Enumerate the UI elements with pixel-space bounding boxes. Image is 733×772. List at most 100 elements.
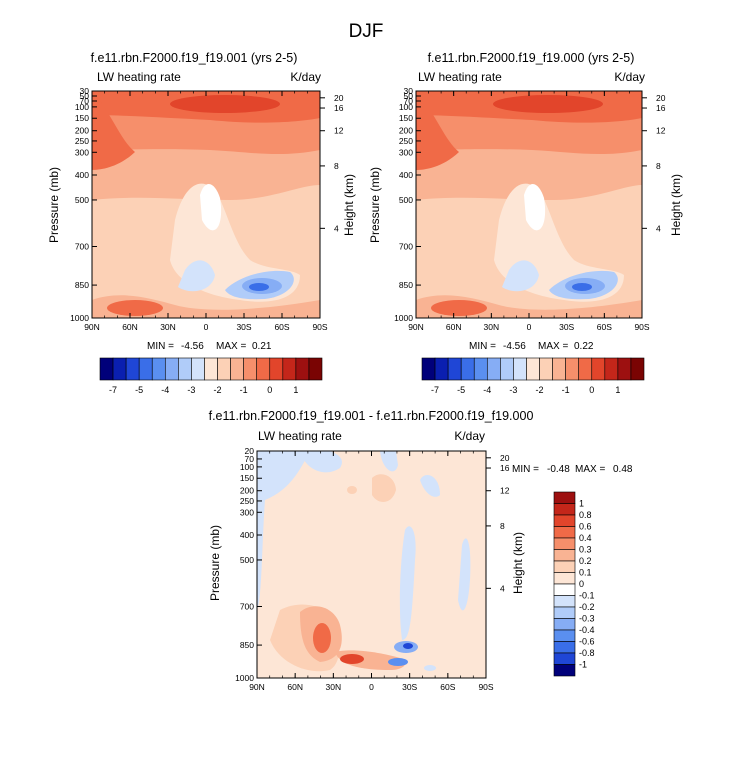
panel-3-field-neg-min xyxy=(403,643,413,649)
colorbar-swatch xyxy=(473,357,488,381)
colorbar-label: -1 xyxy=(562,385,570,395)
y-tick-label: 200 xyxy=(399,126,413,136)
y2-tick-label: 4 xyxy=(334,223,339,233)
y-tick-label: 400 xyxy=(399,170,413,180)
y-tick-label: 250 xyxy=(240,496,254,506)
colorbar-label: -7 xyxy=(431,385,439,395)
panel-3-axes: 90N 60N 30N 0 30S 60S 90S207010015020025030040… xyxy=(235,446,510,692)
colorbar-label: -4 xyxy=(483,385,491,395)
colorbar-swatch xyxy=(553,652,576,665)
figure-title: DJF xyxy=(349,21,384,42)
y-tick-label: 700 xyxy=(75,241,89,251)
y-tick-label: 1000 xyxy=(394,313,413,323)
x-tick-label: 0 xyxy=(527,322,532,332)
y2-tick-label: 20 xyxy=(334,93,344,103)
panel-2-field-sfc-max xyxy=(431,300,487,316)
y-tick-label: 300 xyxy=(75,147,89,157)
y-tick-label: 30 xyxy=(80,86,90,96)
x-tick-label: 90N xyxy=(249,682,265,692)
colorbar-label: -2 xyxy=(536,385,544,395)
colorbar-swatch xyxy=(138,357,153,381)
x-tick-label: 90S xyxy=(478,682,493,692)
colorbar-label: -5 xyxy=(135,385,143,395)
panel-3-max-value: 0.48 xyxy=(613,464,633,475)
colorbar-swatch xyxy=(204,357,218,381)
panel-3-field-pos-upper xyxy=(372,474,396,502)
panel-3-field-neg-b xyxy=(388,658,408,666)
y-tick-label: 300 xyxy=(399,147,413,157)
colorbar-label: -3 xyxy=(187,385,195,395)
panel-3-field-blue-vert xyxy=(399,526,416,640)
colorbar-label: 0.4 xyxy=(579,533,592,543)
colorbar-swatch xyxy=(553,549,576,562)
y-tick-label: 200 xyxy=(240,486,254,496)
y2-tick-label: 20 xyxy=(656,93,666,103)
colorbar-label: -7 xyxy=(109,385,117,395)
y-tick-label: 700 xyxy=(240,601,254,611)
panel-2-colorbar: -7 -5 -4 -3 -2 -1 0 1 xyxy=(421,357,645,395)
colorbar-label: -5 xyxy=(457,385,465,395)
colorbar-label: 1 xyxy=(615,385,620,395)
y-tick-label: 150 xyxy=(240,473,254,483)
panel-3-field-blue-vert2 xyxy=(458,538,471,611)
colorbar-label: 0 xyxy=(579,579,584,589)
x-tick-label: 60S xyxy=(597,322,612,332)
y2-tick-label: 8 xyxy=(500,521,505,531)
colorbar-swatch xyxy=(604,357,619,381)
colorbar-label: -4 xyxy=(161,385,169,395)
y-tick-label: 20 xyxy=(245,446,255,456)
y-tick-label: 30 xyxy=(404,86,414,96)
panel-3-field-blue-right xyxy=(420,475,440,497)
x-tick-label: 90S xyxy=(312,322,327,332)
y-tick-label: 200 xyxy=(75,126,89,136)
panel-3-field-pos-max1 xyxy=(313,623,331,653)
colorbar-swatch xyxy=(539,357,553,381)
colorbar-swatch xyxy=(112,357,127,381)
x-tick-label: 30S xyxy=(236,322,251,332)
y-tick-label: 50 xyxy=(80,91,90,101)
colorbar-swatch xyxy=(217,357,231,381)
colorbar-swatch xyxy=(553,526,576,539)
y2-tick-label: 12 xyxy=(334,126,344,136)
y2-tick-label: 8 xyxy=(334,161,339,171)
panel-3: f.e11.rbn.F2000.f19_f19.001 - f.e11.rbn.… xyxy=(208,409,633,692)
panel-1-max-label: MAX = xyxy=(216,341,246,352)
panel-1-field-sfc-max xyxy=(107,300,163,316)
y-tick-label: 700 xyxy=(399,241,413,251)
panel-2-field-max xyxy=(493,95,603,113)
panel-3-colorbar: 10.8 0.60.4 0.30.2 0.10 -0.1-0.2 -0.3-0.4 -0.6… xyxy=(553,491,595,677)
panel-1-field-blue-a xyxy=(178,260,215,292)
panel-2-right-label: K/day xyxy=(614,70,645,84)
colorbar-swatch xyxy=(553,629,576,642)
x-tick-label: 60N xyxy=(446,322,462,332)
colorbar-swatch xyxy=(591,357,606,381)
colorbar-swatch xyxy=(460,357,475,381)
colorbar-label: -0.3 xyxy=(579,614,595,624)
y-tick-label: 500 xyxy=(399,195,413,205)
panel-1-field-blue-min xyxy=(249,283,269,291)
panel-3-field-blue-top2 xyxy=(380,451,398,472)
colorbar-label: 0 xyxy=(589,385,594,395)
y2-tick-label: 16 xyxy=(334,103,344,113)
panel-2-heatmap xyxy=(415,90,643,319)
colorbar-label: 0.2 xyxy=(579,556,592,566)
colorbar-swatch xyxy=(269,357,284,381)
x-tick-label: 30S xyxy=(402,682,417,692)
panel-3-field-pos-small xyxy=(347,486,357,494)
y2-tick-label: 16 xyxy=(500,463,510,473)
panel-3-field-blue-left xyxy=(257,451,310,610)
y2-tick-label: 20 xyxy=(500,453,510,463)
colorbar-label: -0.2 xyxy=(579,602,595,612)
y-tick-label: 1000 xyxy=(70,313,89,323)
panel-3-ylabel: Pressure (mb) xyxy=(208,525,222,601)
colorbar-swatch xyxy=(164,357,179,381)
y-tick-label: 1000 xyxy=(235,673,254,683)
colorbar-swatch xyxy=(553,572,576,585)
y2-tick-label: 12 xyxy=(500,486,510,496)
y-tick-label: 100 xyxy=(75,102,89,112)
panel-3-heatmap xyxy=(256,450,487,679)
colorbar-swatch xyxy=(125,357,140,381)
colorbar-swatch xyxy=(553,537,576,550)
x-tick-label: 60S xyxy=(440,682,455,692)
y-tick-label: 300 xyxy=(240,507,254,517)
